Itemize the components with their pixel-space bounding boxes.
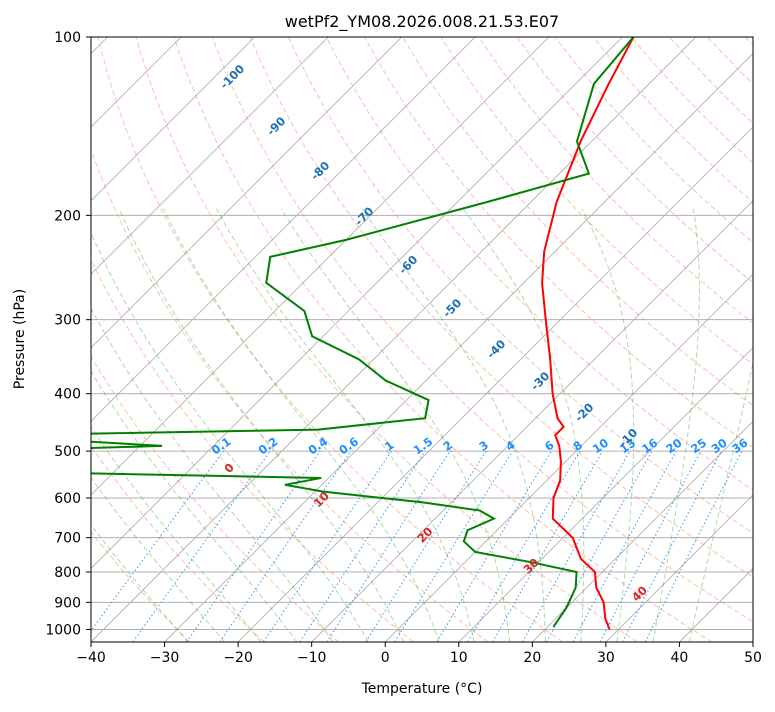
dry-adiabat-line bbox=[249, 37, 753, 578]
x-tick-label: 30 bbox=[597, 650, 615, 666]
isotherm-line bbox=[237, 126, 753, 642]
moist-adiabat-line bbox=[652, 208, 700, 642]
moist-adiabat-line bbox=[216, 208, 475, 642]
isotherm-line bbox=[164, 52, 753, 642]
y-tick-label: 400 bbox=[54, 387, 81, 403]
y-axis-label: Pressure (hPa) bbox=[12, 289, 28, 389]
moist-adiabat-line bbox=[91, 307, 334, 642]
dry-adiabat-line bbox=[364, 37, 753, 449]
plot-frame bbox=[90, 36, 754, 643]
x-tick-label: 0 bbox=[381, 650, 390, 666]
dry-adiabat-line bbox=[91, 355, 340, 642]
y-tick-label: 1000 bbox=[45, 622, 81, 638]
dry-adiabat-line bbox=[402, 37, 753, 407]
isotherm-line bbox=[91, 37, 329, 275]
mixing-ratio-line bbox=[91, 450, 224, 632]
y-tick-label: 600 bbox=[54, 491, 81, 507]
y-tick-label: 500 bbox=[54, 444, 81, 460]
dry-adiabat-line bbox=[592, 37, 753, 204]
moist-adiabat-line bbox=[91, 476, 226, 642]
dewpoint-trace bbox=[91, 37, 635, 628]
x-tick-label: −10 bbox=[297, 650, 327, 666]
x-tick-label: −40 bbox=[76, 650, 106, 666]
dry-adiabat-line bbox=[135, 37, 638, 642]
isotherm-line bbox=[91, 37, 697, 642]
y-tick-label: 100 bbox=[54, 30, 81, 46]
y-tick-label: 300 bbox=[54, 313, 81, 329]
dry-adiabat-line bbox=[91, 258, 414, 642]
moist-adiabat-line bbox=[91, 524, 189, 642]
moist-adiabat-line bbox=[91, 231, 369, 642]
x-tick-label: 50 bbox=[744, 650, 762, 666]
mixing-ratio-line bbox=[436, 450, 552, 642]
moist-adiabat-line bbox=[163, 208, 440, 642]
moist-adiabat-line bbox=[361, 208, 546, 642]
isotherm-line bbox=[384, 273, 753, 642]
dry-adiabat-line bbox=[91, 148, 489, 642]
chart-title: wetPf2_YM08.2026.008.21.53.E07 bbox=[285, 12, 559, 32]
isotherm-line bbox=[532, 420, 753, 642]
x-tick-label: 20 bbox=[523, 650, 541, 666]
isotherm-line bbox=[91, 37, 403, 349]
moist-adiabat-line bbox=[91, 425, 262, 642]
x-tick-label: 10 bbox=[450, 650, 468, 666]
x-tick-label: 40 bbox=[671, 650, 689, 666]
isotherm-line bbox=[91, 37, 255, 202]
mixing-ratio-line bbox=[394, 450, 514, 642]
y-axis: 100 200 300 400 500 600 700 800 900 1000 bbox=[45, 30, 91, 638]
dry-adiabat-line bbox=[173, 37, 713, 642]
mixing-ratio-line bbox=[572, 450, 677, 642]
dry-adiabat-line bbox=[211, 37, 753, 623]
dry-adiabat-line bbox=[440, 37, 753, 365]
plot-area bbox=[91, 37, 753, 642]
dry-adiabat-line bbox=[91, 531, 191, 642]
mixing-ratio-line bbox=[132, 450, 271, 642]
isotherm-line bbox=[605, 494, 753, 642]
moist-adiabat-line bbox=[688, 360, 753, 642]
moist-adiabat-line bbox=[118, 208, 405, 642]
mixing-ratio-line bbox=[186, 450, 321, 642]
mixing-ratio-line bbox=[219, 450, 352, 642]
x-tick-label: −30 bbox=[150, 650, 180, 666]
moist-adiabat-line bbox=[280, 208, 511, 642]
x-axis: −40 −30 −20 −10 0 10 20 30 40 50 bbox=[76, 642, 762, 666]
isotherm-line bbox=[91, 37, 476, 422]
isotherm-line bbox=[458, 347, 753, 642]
y-tick-label: 800 bbox=[54, 565, 81, 581]
x-tick-label: −20 bbox=[223, 650, 253, 666]
dry-adiabat-line bbox=[326, 37, 753, 491]
x-axis-label: Temperature (°C) bbox=[361, 681, 483, 697]
y-tick-label: 900 bbox=[54, 595, 81, 611]
mixing-ratio-line bbox=[326, 450, 451, 642]
y-tick-label: 200 bbox=[54, 208, 81, 224]
y-tick-label: 700 bbox=[54, 531, 81, 547]
temperature-trace bbox=[541, 37, 635, 630]
dry-adiabat-line bbox=[516, 37, 753, 284]
mixing-ratio-line bbox=[365, 450, 487, 642]
isotherm-line bbox=[91, 37, 550, 496]
mixing-ratio-line bbox=[492, 450, 604, 642]
dry-adiabat-line bbox=[478, 37, 753, 324]
mixing-ratio-line bbox=[467, 450, 581, 642]
dry-adiabat-line bbox=[287, 37, 753, 534]
dry-adiabat-line bbox=[97, 37, 563, 642]
